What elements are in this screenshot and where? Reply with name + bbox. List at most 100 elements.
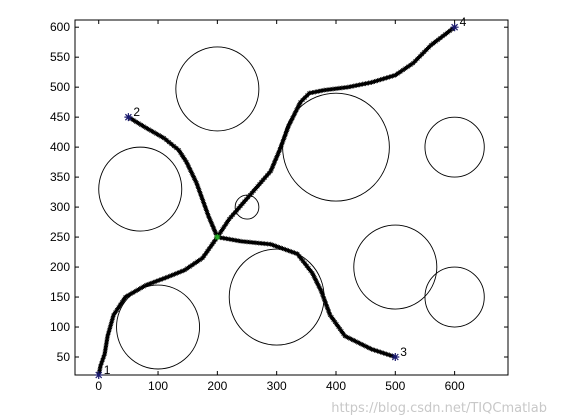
path-marker (253, 240, 259, 246)
path-marker (232, 237, 238, 243)
path-marker (347, 336, 353, 342)
path-marker (117, 302, 123, 308)
path-marker (323, 301, 329, 307)
hub-marker (214, 234, 221, 241)
path-marker (121, 297, 127, 303)
path-marker (289, 249, 294, 255)
path-marker (408, 62, 414, 68)
path-marker (146, 126, 152, 132)
path-marker (247, 239, 253, 245)
obstacle-circle (234, 194, 260, 220)
path-marker (330, 86, 336, 92)
path-marker (339, 85, 345, 91)
path-marker (327, 86, 333, 92)
path-marker (196, 186, 202, 192)
path-marker (342, 333, 348, 339)
path-marker (302, 95, 308, 101)
path-marker (146, 281, 152, 287)
path-marker (259, 240, 265, 246)
path-marker (286, 248, 292, 254)
path-marker (262, 241, 268, 247)
path-marker (194, 180, 200, 186)
x-tick-label: 200 (207, 379, 227, 393)
path-marker (271, 242, 277, 248)
path-marker (226, 236, 232, 242)
path-marker (332, 319, 338, 325)
path-marker (389, 73, 395, 79)
path-marker (111, 312, 117, 318)
path-marker (383, 75, 389, 81)
path-marker (318, 288, 324, 294)
path-marker (419, 51, 425, 57)
path-marker (197, 188, 203, 194)
path-marker (199, 194, 205, 200)
path-marker (109, 318, 115, 324)
endpoint-label-4: 4 (460, 15, 467, 29)
path-marker (321, 87, 327, 93)
path-marker (274, 152, 280, 158)
path-to-3 (215, 235, 397, 359)
path-marker (309, 90, 315, 96)
path-marker (335, 324, 341, 330)
path-marker (101, 354, 107, 360)
path-marker (173, 145, 179, 151)
path-marker (184, 159, 190, 165)
path-marker (272, 158, 278, 164)
endpoint-label-2: 2 (133, 105, 140, 119)
path-marker (186, 164, 192, 170)
path-marker (351, 83, 357, 89)
path-marker (270, 163, 276, 169)
path-marker (300, 97, 306, 103)
path-marker (158, 276, 164, 282)
path-marker (204, 248, 210, 254)
path-marker (197, 257, 203, 263)
path-marker (219, 226, 225, 232)
path-marker (195, 183, 201, 189)
path-marker (428, 42, 434, 48)
path-marker (173, 271, 179, 277)
path-marker (317, 285, 323, 291)
path-marker (295, 104, 301, 110)
x-tick-label: 500 (385, 379, 405, 393)
path-marker (112, 309, 118, 315)
path-marker (202, 205, 208, 211)
path-marker (236, 205, 242, 211)
path-marker (128, 291, 134, 297)
path-marker (234, 207, 240, 213)
path-marker (102, 351, 108, 357)
path-marker (98, 363, 104, 369)
path-marker (273, 155, 279, 161)
path-marker (110, 315, 116, 321)
path-marker (375, 348, 381, 354)
path-marker (268, 168, 274, 174)
obstacle-circle (424, 266, 485, 328)
path-marker (340, 331, 346, 337)
path-marker (292, 110, 298, 116)
path-marker (249, 190, 255, 196)
path-marker (268, 241, 274, 247)
path-marker (130, 290, 136, 296)
path-marker (230, 212, 236, 218)
path-marker (156, 132, 162, 138)
path-marker (417, 53, 423, 59)
path-marker (289, 115, 295, 121)
path-marker (128, 116, 134, 122)
path-marker (342, 85, 348, 91)
path-marker (265, 241, 271, 247)
obstacle-circle (98, 146, 183, 232)
path-marker (300, 258, 306, 264)
plot-content (96, 25, 485, 375)
path-marker (194, 258, 200, 264)
path-marker (358, 341, 364, 347)
path-marker (375, 78, 381, 84)
path-marker (209, 241, 215, 247)
path-marker (314, 280, 320, 286)
path-marker (125, 293, 131, 299)
path-marker (277, 147, 283, 153)
path-marker (189, 262, 195, 268)
path-marker (176, 269, 182, 275)
plot-frame (74, 19, 509, 376)
path-marker (415, 56, 421, 62)
y-tick-label: 400 (50, 140, 70, 154)
